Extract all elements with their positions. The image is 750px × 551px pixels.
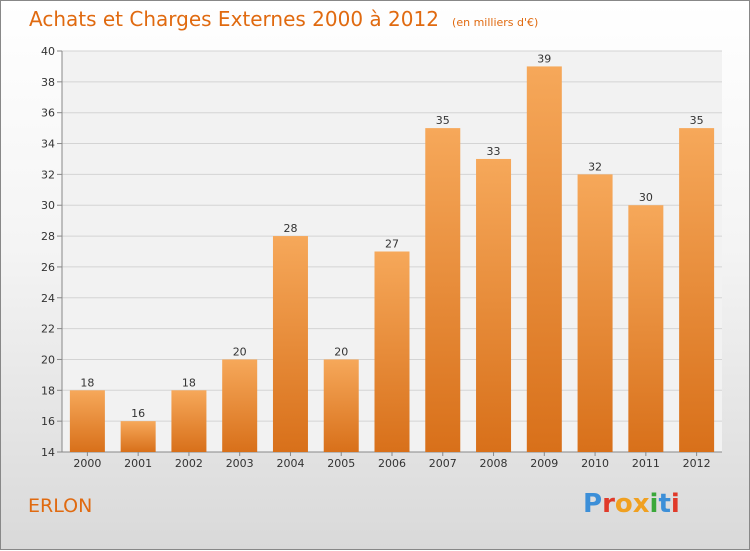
bar [272,236,308,452]
bar [425,128,461,452]
logo-letter: P [583,489,603,519]
x-tick-label: 2005 [327,457,355,470]
y-tick-label: 32 [41,168,55,181]
y-tick-label: 30 [41,199,55,212]
data-label: 35 [436,114,450,127]
x-tick-label: 2000 [73,457,101,470]
y-tick-label: 38 [41,76,55,89]
data-label: 33 [487,145,501,158]
bar [628,205,664,452]
y-tick-label: 28 [41,230,55,243]
y-tick-label: 14 [41,446,55,459]
x-tick-label: 2002 [175,457,203,470]
place-name: ERLON [28,495,93,517]
bar [526,66,562,452]
data-label: 20 [233,345,247,358]
x-tick-label: 2006 [378,457,406,470]
y-tick-label: 24 [41,292,55,305]
x-tick-label: 2007 [429,457,457,470]
bar [222,359,258,452]
chart-title: Achats et Charges Externes 2000 à 2012 [29,7,439,31]
x-tick-label: 2001 [124,457,152,470]
y-tick-label: 20 [41,353,55,366]
x-tick-label: 2004 [276,457,304,470]
data-label: 39 [537,52,551,65]
y-tick-label: 16 [41,415,55,428]
data-label: 35 [690,114,704,127]
data-label: 27 [385,238,399,251]
bar [120,421,156,452]
y-tick-label: 18 [41,384,55,397]
bar [679,128,715,452]
logo-letter: x [632,489,650,519]
y-tick-label: 26 [41,261,55,274]
data-label: 30 [639,191,653,204]
logo-letter: o [614,489,633,519]
y-tick-label: 34 [41,138,55,151]
bar [374,251,410,452]
bar [476,158,512,452]
x-tick-label: 2010 [581,457,609,470]
x-tick-label: 2009 [530,457,558,470]
data-label: 32 [588,160,602,173]
bar [69,390,105,452]
data-label: 18 [80,376,94,389]
x-tick-label: 2003 [226,457,254,470]
data-label: 28 [283,222,297,235]
logo-letter: t [658,489,671,519]
data-label: 20 [334,345,348,358]
y-tick-label: 40 [41,45,55,58]
logo-letter: i [649,489,659,519]
bar [577,174,613,452]
x-tick-label: 2011 [632,457,660,470]
x-tick-label: 2012 [683,457,711,470]
proxiti-logo: Proxiti [583,489,680,519]
data-label: 16 [131,407,145,420]
chart-subtitle: (en milliers d'€) [452,16,539,29]
title-row: Achats et Charges Externes 2000 à 2012 (… [29,7,538,31]
bar [171,390,207,452]
data-label: 18 [182,376,196,389]
bar [323,359,359,452]
y-tick-label: 22 [41,323,55,336]
y-tick-label: 36 [41,107,55,120]
logo-letter: i [670,489,680,519]
logo-letter: r [602,489,615,519]
x-tick-label: 2008 [480,457,508,470]
